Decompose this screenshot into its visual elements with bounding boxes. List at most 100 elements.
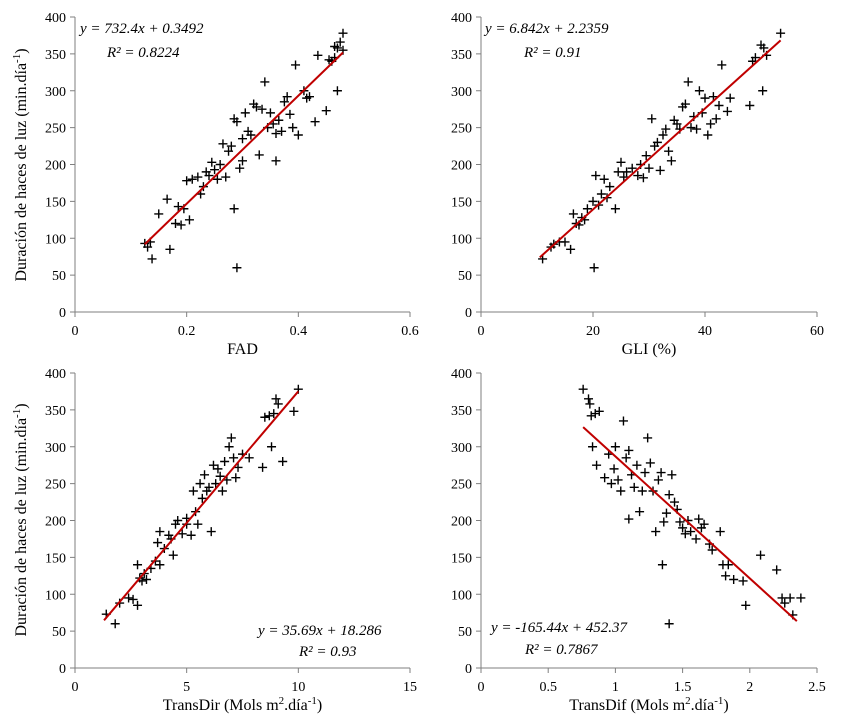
y-tick-label: 50 xyxy=(52,625,66,640)
data-point xyxy=(285,109,295,119)
data-point xyxy=(738,576,748,586)
trend-line xyxy=(144,51,344,245)
data-point xyxy=(622,167,632,177)
data-point xyxy=(605,182,615,192)
r-squared: R² = 0.91 xyxy=(523,45,582,61)
data-point xyxy=(187,174,197,184)
data-point xyxy=(310,117,320,127)
data-point xyxy=(633,171,643,181)
data-point xyxy=(629,482,639,492)
y-tick-label: 350 xyxy=(45,404,66,419)
trend-equation: y = 35.69x + 18.286 xyxy=(256,623,382,639)
data-point xyxy=(796,593,806,603)
data-point xyxy=(644,163,654,173)
x-tick-label: 60 xyxy=(810,324,824,339)
data-point xyxy=(278,457,288,466)
data-point xyxy=(664,490,674,500)
y-tick-label: 100 xyxy=(45,232,66,247)
data-point xyxy=(610,442,620,452)
data-point xyxy=(686,527,696,537)
y-tick-label: 300 xyxy=(451,441,472,456)
data-point xyxy=(162,194,172,204)
data-point xyxy=(193,172,203,182)
data-point xyxy=(686,123,696,133)
data-point xyxy=(703,130,713,140)
data-point xyxy=(267,442,277,452)
data-point xyxy=(588,442,598,452)
data-point xyxy=(235,163,245,173)
x-tick-label: 15 xyxy=(403,680,417,695)
data-point xyxy=(232,263,242,273)
data-point xyxy=(264,411,274,421)
data-point xyxy=(279,97,289,107)
data-point xyxy=(694,86,704,96)
data-point xyxy=(293,130,303,140)
data-point xyxy=(777,593,787,603)
data-point xyxy=(246,130,256,140)
data-point xyxy=(133,600,143,610)
data-point xyxy=(584,394,594,404)
y-tick-label: 400 xyxy=(451,11,472,26)
y-tick-label: 200 xyxy=(451,515,472,530)
y-tick-label: 150 xyxy=(451,195,472,210)
data-point xyxy=(173,516,183,525)
y-tick-label: 200 xyxy=(451,159,472,174)
data-point xyxy=(568,209,578,219)
data-point xyxy=(566,244,576,254)
data-point xyxy=(206,527,216,537)
data-point xyxy=(165,244,175,254)
data-point xyxy=(204,482,214,492)
trend-equation: y = -165.44x + 452.37 xyxy=(489,620,629,636)
data-point xyxy=(715,527,725,537)
data-point xyxy=(780,598,790,608)
data-point xyxy=(220,457,230,466)
data-point xyxy=(624,445,634,455)
data-point xyxy=(699,519,709,529)
data-point xyxy=(756,550,766,560)
data-point xyxy=(624,514,634,524)
data-point xyxy=(269,409,279,419)
data-point xyxy=(257,104,267,114)
y-axis-label: Duración de haces de luz (min.día-1) xyxy=(11,48,30,281)
data-point xyxy=(128,594,138,604)
data-point xyxy=(776,28,786,38)
data-point xyxy=(141,575,151,584)
chart-fad: 0 50 100 150 200 250 300 350 400 0 0.2 0.4 0.6 y = 73… xyxy=(11,11,419,358)
trend-equation: y = 6.842x + 2.2359 xyxy=(483,21,609,37)
data-point xyxy=(721,571,731,581)
data-point xyxy=(143,242,153,252)
data-point xyxy=(694,514,704,524)
data-point xyxy=(750,53,760,63)
data-point xyxy=(204,171,214,181)
data-point xyxy=(640,468,650,478)
data-point xyxy=(321,106,331,116)
data-point xyxy=(226,433,236,443)
data-point xyxy=(258,462,268,472)
y-tick-label: 100 xyxy=(45,588,66,603)
data-point xyxy=(638,173,648,183)
data-point xyxy=(153,538,163,548)
data-point xyxy=(251,102,261,112)
data-point xyxy=(723,560,733,570)
data-point xyxy=(637,486,647,496)
data-point xyxy=(338,28,348,38)
data-point xyxy=(560,237,570,247)
y-tick-label: 150 xyxy=(45,551,66,566)
x-tick-label: 40 xyxy=(698,324,712,339)
y-tick-label: 150 xyxy=(451,551,472,566)
y-tick-label: 250 xyxy=(45,122,66,137)
data-point xyxy=(618,416,628,426)
data-point xyxy=(594,406,604,416)
data-point xyxy=(647,114,657,124)
data-point xyxy=(244,453,254,463)
data-point xyxy=(653,475,663,485)
data-point xyxy=(238,134,247,144)
data-point xyxy=(133,560,143,570)
data-point xyxy=(289,406,299,416)
data-point xyxy=(240,108,250,118)
data-point xyxy=(675,517,685,527)
data-point xyxy=(599,174,609,184)
data-point xyxy=(717,60,727,70)
chart-transdir: 0 50 100 150 200 250 300 350 400 0 5 10 15 y = 35.69x… xyxy=(11,367,417,714)
y-tick-label: 100 xyxy=(451,588,472,603)
